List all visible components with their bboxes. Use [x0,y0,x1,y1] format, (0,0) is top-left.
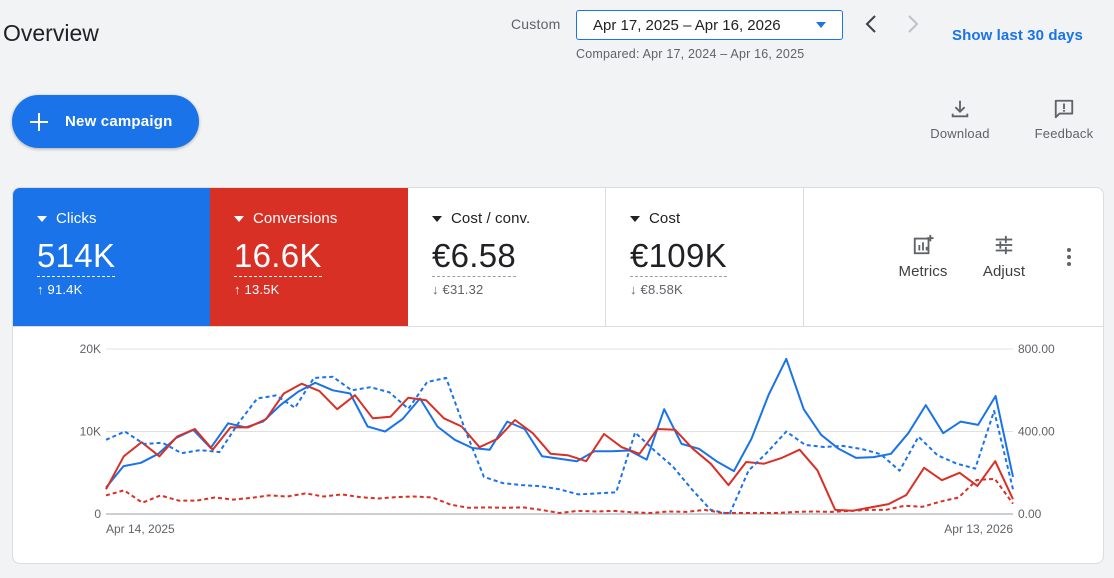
series-line-3 [105,477,1014,514]
x-start-label: Apr 14, 2025 [106,522,175,536]
metric-dropdown-icon[interactable] [432,215,442,222]
metric-value: €109K [630,237,727,277]
metric-dropdown-icon[interactable] [37,215,47,222]
metric-delta: ↑ 91.4K [37,282,83,297]
plus-icon [28,111,50,133]
metric-tile-cost-per-conversion[interactable]: Cost / conv. €6.58 ↓ €31.32 [408,188,606,326]
more-options-icon[interactable] [1061,246,1077,268]
adjust-button[interactable]: Adjust [973,234,1035,280]
date-range-type-label: Custom [511,16,561,32]
date-range-value: Apr 17, 2025 – Apr 16, 2026 [593,16,781,34]
adjust-label: Adjust [982,263,1026,280]
metrics-button[interactable]: Metrics [891,234,955,280]
metric-tile-clicks[interactable]: Clicks 514K ↑ 91.4K [13,188,211,326]
new-campaign-label: New campaign [65,113,173,130]
feedback-icon [1054,99,1074,119]
y-right-tick-label: 400.00 [1018,425,1055,439]
x-end-label: Apr 13, 2026 [944,522,1013,536]
metric-dropdown-icon[interactable] [630,215,640,222]
performance-card: Clicks 514K ↑ 91.4K Conversions 16.6K ↑ … [12,187,1104,564]
y-right-tick-label: 800.00 [1018,342,1055,356]
add-chart-icon [913,234,934,255]
feedback-label: Feedback [1034,126,1094,141]
metric-name: Cost [649,210,681,227]
show-last-30-days-link[interactable]: Show last 30 days [952,27,1083,44]
metric-delta: ↑ 13.5K [234,282,280,297]
download-icon [951,100,969,118]
y-left-tick-label: 10K [80,425,101,439]
metric-tile-cost[interactable]: Cost €109K ↓ €8.58K [606,188,804,326]
series-line-0 [105,357,1014,489]
series-line-2 [105,375,1014,515]
dropdown-caret-icon [816,22,826,28]
metric-delta: ↓ €8.58K [630,282,683,297]
metric-tile-conversions[interactable]: Conversions 16.6K ↑ 13.5K [210,188,408,326]
tiles-divider [13,326,1103,327]
metric-name: Cost / conv. [451,210,531,227]
y-left-tick-label: 20K [80,342,101,356]
date-range-select[interactable]: Apr 17, 2025 – Apr 16, 2026 [576,10,843,40]
series-line-1 [105,382,1014,512]
metric-delta: ↓ €31.32 [432,282,484,297]
download-label: Download [930,126,990,141]
metric-name: Conversions [253,210,338,227]
y-left-tick-label: 0 [94,507,101,521]
download-button[interactable]: Download [926,98,994,141]
metric-name: Clicks [56,210,97,227]
metric-value: €6.58 [432,237,517,277]
feedback-button[interactable]: Feedback [1030,98,1098,141]
metric-dropdown-icon[interactable] [234,215,244,222]
y-right-tick-label: 0.00 [1018,507,1042,521]
metrics-label: Metrics [898,263,948,280]
performance-line-chart[interactable]: 0 0.00 10K 400.00 20K 800.00 Apr 14, 2025 Apr 1… [13,327,1104,564]
page-title: Overview [3,20,99,46]
metric-value: 514K [37,237,116,277]
previous-period-icon[interactable] [860,12,882,36]
comparison-range: Compared: Apr 17, 2024 – Apr 16, 2025 [576,47,805,61]
new-campaign-button[interactable]: New campaign [12,95,199,148]
tune-icon [995,235,1013,255]
metric-value: 16.6K [234,237,322,277]
next-period-icon[interactable] [902,12,924,36]
